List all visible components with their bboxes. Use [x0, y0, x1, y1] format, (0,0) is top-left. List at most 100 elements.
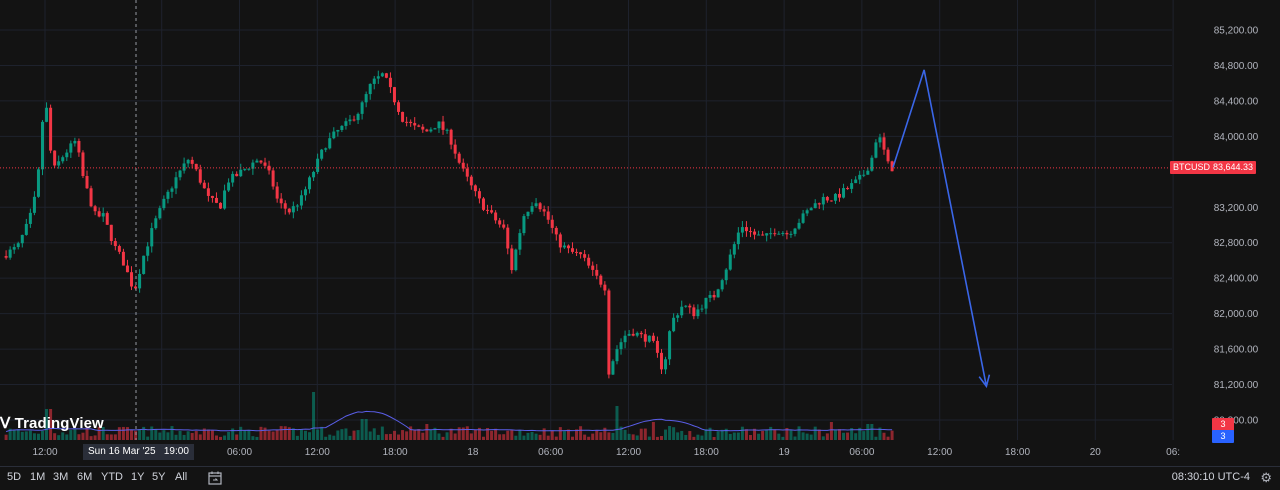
candle-body	[643, 334, 647, 342]
candle-body	[85, 176, 89, 189]
price-chart[interactable]: 85,200.00 84,800.00 84,400.00 84,000.00 83,2…	[0, 0, 1280, 466]
volume-bar	[805, 433, 809, 440]
candle-body	[570, 248, 574, 252]
timezone-clock[interactable]: 08:30:10 UTC-4	[1171, 471, 1250, 483]
candle-body	[376, 76, 380, 79]
volume-bar	[797, 426, 801, 440]
candle-body	[61, 157, 65, 162]
candle-body	[8, 249, 12, 258]
time-axis[interactable]: 12:001706:0012:0018:001806:0012:0018:001…	[32, 447, 1180, 458]
candle-body	[356, 113, 360, 121]
volume-bar	[417, 429, 421, 440]
candle-body	[182, 163, 186, 171]
volume-bar	[732, 432, 736, 440]
volume-bar	[421, 432, 425, 440]
volume-bar	[801, 432, 805, 440]
volume-bar	[619, 426, 623, 440]
volume-bar	[498, 434, 502, 440]
time-tick-label: 06:00	[849, 447, 874, 458]
candle-body	[522, 216, 526, 234]
volume-bar	[846, 432, 850, 440]
candle-body	[615, 349, 619, 362]
candle-body	[206, 188, 210, 196]
candle-body	[821, 196, 825, 205]
volume-bar	[449, 428, 453, 440]
candle-body	[465, 168, 469, 177]
timeframe-all[interactable]: All	[175, 471, 188, 483]
volume-bar	[720, 429, 724, 440]
volume-bar	[688, 431, 692, 440]
volume-bar	[716, 431, 720, 440]
candle-body	[781, 233, 785, 235]
drawn-projection-line[interactable]	[892, 69, 988, 387]
candle-body	[550, 219, 554, 228]
volume-bar	[603, 427, 607, 440]
volume-bar	[45, 409, 49, 440]
candle-body	[833, 193, 837, 201]
time-tick-label: 12:00	[305, 447, 330, 458]
volume-bar	[789, 430, 793, 440]
volume-bar	[413, 430, 417, 440]
candle-body	[239, 169, 243, 177]
volume-bar	[376, 434, 380, 440]
tradingview-logo[interactable]: ᐯ TradingView	[0, 414, 104, 432]
volume-bar	[668, 426, 672, 440]
calendar-range-icon[interactable]	[207, 470, 223, 486]
volume-bar	[607, 432, 611, 440]
candle-body	[498, 220, 502, 225]
volume-bar	[862, 431, 866, 440]
timeframe-5d[interactable]: 5D	[7, 471, 22, 483]
candle-body	[554, 227, 558, 235]
timeframe-5y[interactable]: 5Y	[152, 471, 166, 483]
candle-body	[672, 317, 676, 332]
candle-body	[142, 255, 146, 274]
timeframe-6m[interactable]: 6M	[77, 471, 93, 483]
price-tick-label: 82,800.00	[1214, 238, 1259, 249]
timeframe-ytd[interactable]: YTD	[101, 471, 123, 483]
candle-body	[24, 223, 28, 235]
volume-bar	[267, 430, 271, 440]
price-axis[interactable]: 85,200.00 84,800.00 84,400.00 84,000.00 83,2…	[1214, 26, 1259, 427]
candle-body	[761, 234, 765, 236]
price-tick-label: 81,600.00	[1214, 345, 1259, 356]
candle-body	[753, 231, 757, 235]
candle-body	[36, 169, 40, 197]
candle-body	[219, 202, 223, 209]
candle-body	[874, 142, 878, 158]
candle-body	[235, 173, 239, 177]
candle-body	[150, 228, 154, 247]
candle-body	[138, 273, 142, 289]
volume-bar	[65, 434, 69, 440]
volume-bar	[352, 430, 356, 440]
price-tick-label: 84,000.00	[1214, 132, 1259, 143]
candle-body	[534, 203, 538, 207]
timeframe-1m[interactable]: 1M	[30, 471, 46, 483]
volume-bar	[283, 426, 287, 440]
candle-body	[360, 102, 364, 114]
timeframe-3m[interactable]: 3M	[53, 471, 69, 483]
settings-gear-icon[interactable]: ⚙	[1260, 470, 1272, 485]
candle-body	[437, 121, 441, 129]
candle-body	[105, 213, 109, 225]
time-tick-label: 19	[779, 447, 791, 458]
candle-body	[473, 185, 477, 192]
volume-bar	[320, 426, 324, 440]
volume-bar	[712, 436, 716, 440]
candle-body	[299, 195, 303, 206]
volume-bar	[821, 436, 825, 440]
timeframe-1y[interactable]: 1Y	[131, 471, 145, 483]
volume-bar	[591, 433, 595, 440]
volume-bar	[384, 434, 388, 440]
volume-bar	[837, 429, 841, 440]
volume-bar	[587, 436, 591, 440]
candle-body	[413, 123, 417, 126]
drawn-arrow-head[interactable]	[978, 374, 991, 389]
volume-bar	[223, 435, 227, 440]
volume-bar	[388, 433, 392, 440]
last-price-tag: 83,644.33	[1210, 160, 1257, 174]
volume-bar	[647, 436, 651, 440]
volume-bar	[878, 427, 882, 440]
volume-bar	[372, 428, 376, 440]
volume-bar	[728, 433, 732, 440]
